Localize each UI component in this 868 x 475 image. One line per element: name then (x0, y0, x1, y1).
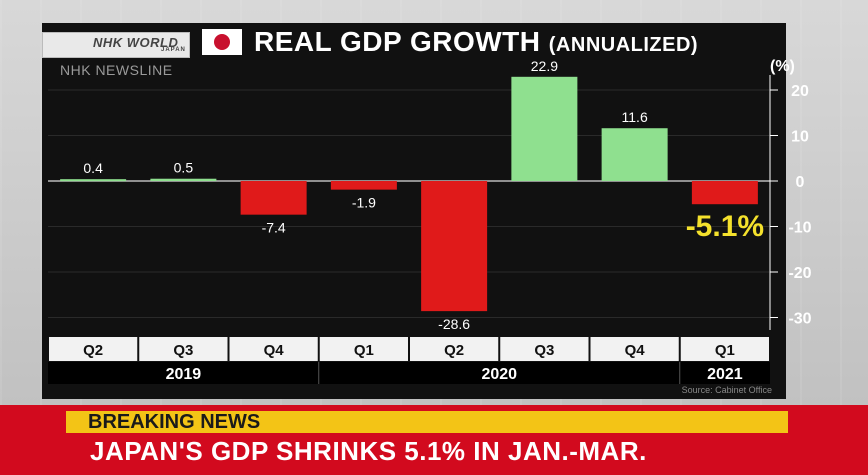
breaking-news-headline: JAPAN'S GDP SHRINKS 5.1% IN JAN.-MAR. (90, 436, 647, 466)
category-label: Q2 (444, 342, 464, 359)
y-tick-label: 20 (791, 83, 809, 100)
category-cell (49, 337, 138, 361)
breaking-news-tag: BREAKING NEWS (66, 411, 788, 433)
year-strip (48, 362, 770, 384)
source-note: Source: Cabinet Office (681, 385, 772, 395)
bar-2 (240, 181, 307, 215)
category-cell (680, 337, 769, 361)
category-label: Q1 (715, 342, 735, 359)
data-label: 11.6 (622, 109, 648, 125)
y-tick-label: -20 (788, 265, 811, 282)
japan-flag-icon (202, 29, 242, 55)
category-label: Q3 (173, 342, 193, 359)
category-cell (319, 337, 408, 361)
data-label: -7.4 (262, 220, 286, 236)
category-cell (410, 337, 499, 361)
y-tick-label: 10 (791, 129, 809, 146)
year-label: 2021 (707, 366, 743, 383)
data-label: -28.6 (438, 316, 470, 332)
data-label: 22.9 (531, 58, 558, 74)
data-label: 0.4 (83, 160, 103, 176)
y-tick-label: -10 (788, 220, 811, 237)
bar-6 (601, 128, 668, 181)
unit-label: (%) (770, 58, 795, 75)
y-tick-label: -30 (788, 311, 811, 328)
year-label: 2019 (166, 366, 202, 383)
logo-brand: NHK WORLD (93, 35, 179, 50)
chart-title: REAL GDP GROWTH (ANNUALIZED) (254, 26, 698, 58)
title-main: REAL GDP GROWTH (254, 26, 541, 57)
newsline-watermark: NHK NEWSLINE (60, 62, 173, 78)
logo-sub: JAPAN (161, 47, 186, 53)
bar-3 (330, 181, 397, 190)
bar-5 (511, 76, 578, 181)
bar-4 (421, 181, 488, 312)
nhk-world-logo: NHK WORLD JAPAN (42, 32, 190, 58)
year-label: 2020 (481, 366, 517, 383)
chart-panel (42, 23, 786, 399)
data-label: 0.5 (174, 160, 194, 176)
bar-1 (150, 178, 217, 181)
category-cell (500, 337, 589, 361)
y-tick-label: 0 (796, 174, 805, 191)
category-cell (590, 337, 679, 361)
data-label: -1.9 (352, 195, 376, 211)
category-label: Q3 (534, 342, 554, 359)
category-cell (139, 337, 228, 361)
category-label: Q2 (83, 342, 103, 359)
title-bar: REAL GDP GROWTH (ANNUALIZED) (202, 26, 698, 58)
category-label: Q4 (625, 342, 646, 359)
category-cell (229, 337, 318, 361)
category-label: Q4 (264, 342, 285, 359)
bar-7 (691, 181, 758, 205)
title-paren: (ANNUALIZED) (548, 34, 699, 56)
category-label: Q1 (354, 342, 374, 359)
bar-0 (60, 179, 127, 182)
highlight-value-label: -5.1% (686, 210, 764, 243)
